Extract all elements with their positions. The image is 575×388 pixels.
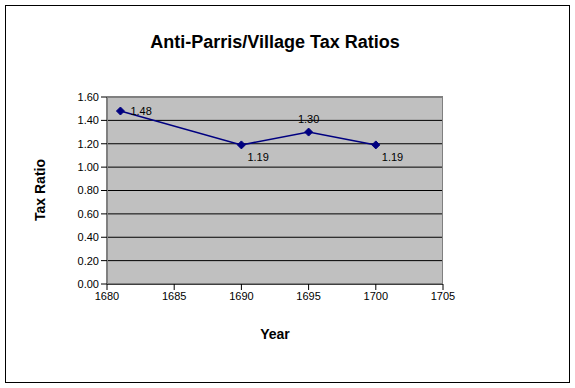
html-text:Anti-Parris/Village Tax Ratios: Anti-Parris/Village Tax Ratios <box>150 32 400 52</box>
svg-text:0.80: 0.80 <box>78 184 99 196</box>
svg-text:1.48: 1.48 <box>130 105 151 117</box>
svg-text:0.60: 0.60 <box>78 208 99 220</box>
svg-text:1.00: 1.00 <box>78 161 99 173</box>
svg-text:0.20: 0.20 <box>78 255 99 267</box>
html-text:Year: Year <box>260 326 290 342</box>
svg-text:0.00: 0.00 <box>78 278 99 290</box>
html-text:Tax Ratio: Tax Ratio <box>32 159 48 221</box>
svg-text:1.60: 1.60 <box>78 91 99 103</box>
svg-text:1.19: 1.19 <box>247 151 268 163</box>
svg-text:1685: 1685 <box>162 290 186 302</box>
svg-text:1690: 1690 <box>229 290 253 302</box>
svg-text:1.40: 1.40 <box>78 114 99 126</box>
svg-text:1.19: 1.19 <box>382 151 403 163</box>
svg-text:1.20: 1.20 <box>78 138 99 150</box>
svg-text:1695: 1695 <box>296 290 320 302</box>
svg-text:1.30: 1.30 <box>298 113 319 125</box>
svg-text:0.40: 0.40 <box>78 231 99 243</box>
svg-text:1705: 1705 <box>431 290 455 302</box>
svg-text:1680: 1680 <box>95 290 119 302</box>
svg-text:1700: 1700 <box>364 290 388 302</box>
